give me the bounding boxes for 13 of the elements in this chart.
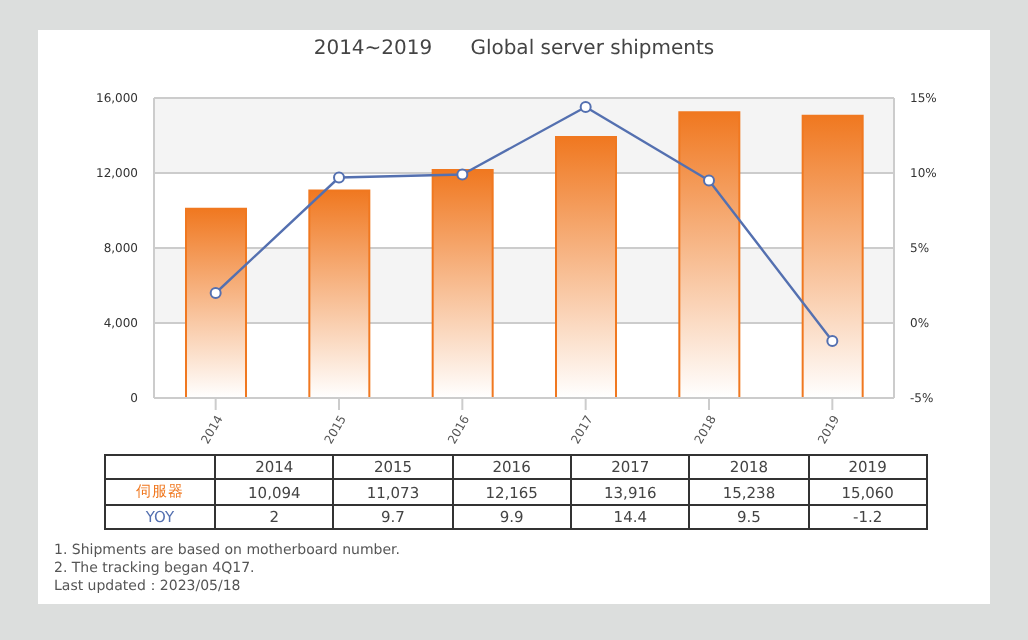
point <box>579 101 592 113</box>
point <box>703 174 715 187</box>
bar <box>431 168 494 398</box>
point <box>826 335 839 347</box>
point <box>209 287 222 299</box>
bar <box>308 189 371 398</box>
bar <box>185 207 247 398</box>
chart-title: 2014~2019 Global server shipments <box>311 38 717 60</box>
point <box>333 171 345 184</box>
point <box>456 168 469 181</box>
bar <box>555 136 617 398</box>
bar <box>678 111 741 398</box>
bar <box>801 114 864 398</box>
